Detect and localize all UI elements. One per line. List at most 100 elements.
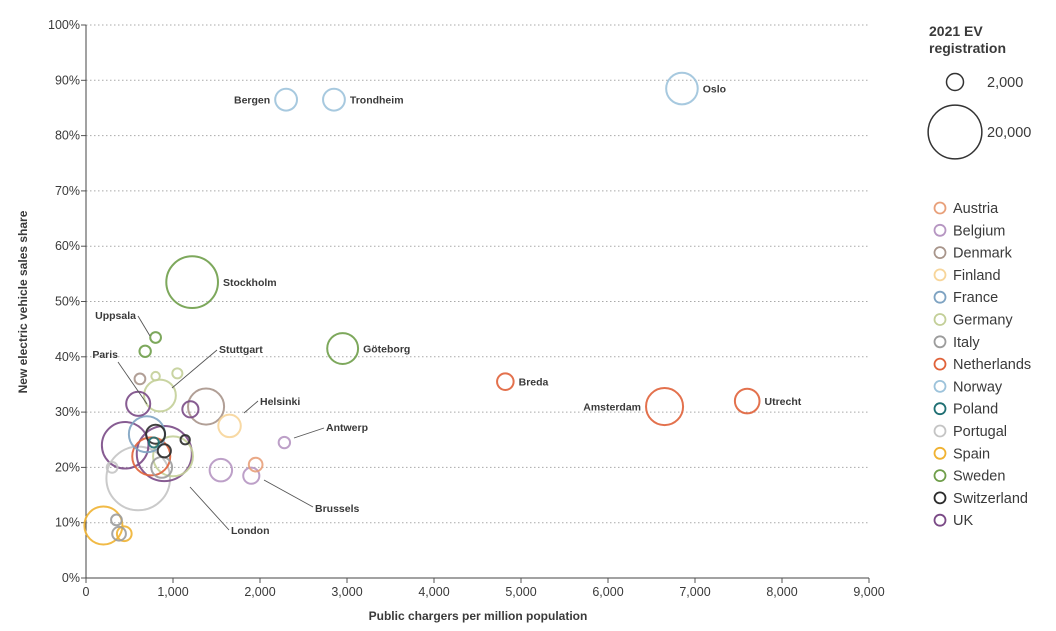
bubble-denmark-city-2 (133, 372, 147, 386)
bubble-stockholm (165, 255, 219, 309)
x-tick-label: 7,000 (679, 585, 710, 599)
bubble-austria-city (247, 456, 264, 473)
y-tick-label: 50% (55, 295, 80, 309)
size-legend: 2,000 20,000 (927, 72, 1031, 160)
bubble-switzerland-city-1 (145, 423, 167, 445)
leader-helsinki (243, 400, 259, 414)
x-tick-label: 4,000 (418, 585, 449, 599)
city-label-antwerp: Antwerp (326, 422, 368, 434)
city-labels: Oslo Bergen Trondheim Stockholm Göteborg Bred… (92, 84, 801, 537)
x-tick-label: 9,000 (853, 585, 884, 599)
x-tick-label: 1,000 (157, 585, 188, 599)
x-tick-label: 2,000 (244, 585, 275, 599)
legend-label-sweden: Sweden (953, 469, 1005, 485)
size-legend-label: 20,000 (987, 125, 1031, 141)
legend-label-spain: Spain (953, 446, 990, 462)
x-tick-label: 6,000 (592, 585, 623, 599)
y-tick-label: 70% (55, 184, 80, 198)
legend-marker-finland (933, 268, 947, 282)
y-axis-title: New electric vehicle sales share (16, 210, 30, 393)
bubble-spain-city-1 (83, 505, 124, 546)
city-label-helsinki: Helsinki (260, 396, 300, 408)
city-label-brussels: Brussels (315, 503, 360, 515)
x-tick-label: 0 (83, 585, 90, 599)
city-label-paris: Paris (92, 349, 118, 361)
bubble-switzerland-city-3 (179, 434, 191, 446)
leader-stuttgart (171, 349, 218, 389)
legend-marker-sweden (933, 469, 947, 483)
leader-london (189, 486, 230, 531)
legend-marker-poland (933, 402, 947, 416)
city-label-london: London (231, 525, 269, 537)
city-label-breda: Breda (519, 377, 549, 389)
city-label-bergen: Bergen (234, 95, 270, 107)
legend: 2021 EV registration 2,000 20,000 Austria… (927, 23, 1031, 529)
leader-antwerp (293, 427, 325, 439)
bubble-bergen (274, 87, 299, 112)
size-legend-circle (927, 104, 983, 160)
legend-marker-norway (933, 379, 947, 393)
legend-label-france: France (953, 290, 998, 306)
legend-label-uk: UK (953, 513, 973, 529)
label-leaders (117, 315, 325, 531)
legend-marker-spain (933, 446, 947, 460)
legend-marker-france (933, 290, 947, 304)
city-label-trondheim: Trondheim (350, 95, 404, 107)
color-legend: Austria Belgium Denmark Finland France German… (933, 201, 1031, 529)
bubble-uk-city-2 (181, 400, 200, 419)
legend-label-netherlands: Netherlands (953, 357, 1031, 373)
leader-paris (117, 361, 148, 405)
bubble-italy-city-2 (111, 525, 127, 542)
city-label-stuttgart: Stuttgart (219, 344, 263, 356)
city-label-amsterdam: Amsterdam (583, 402, 641, 414)
bubble-stuttgart (143, 378, 177, 413)
y-tick-label: 10% (55, 516, 80, 530)
bubble-germany-city-3 (150, 370, 161, 382)
bubble-uk-city-3 (100, 421, 150, 470)
size-legend-title-line-1: 2021 EV (929, 23, 983, 39)
size-legend-label: 2,000 (987, 75, 1023, 91)
legend-label-belgium: Belgium (953, 223, 1005, 239)
legend-label-denmark: Denmark (953, 246, 1013, 262)
y-tick-label: 20% (55, 460, 80, 474)
bubble-breda (496, 372, 515, 391)
x-axis-title: Public chargers per million population (369, 609, 588, 623)
leader-uppsala (137, 315, 151, 337)
legend-label-austria: Austria (953, 201, 999, 217)
city-label-stockholm: Stockholm (223, 277, 277, 289)
legend-label-germany: Germany (953, 313, 1013, 329)
bubble-poland-city (147, 436, 160, 449)
legend-marker-switzerland (933, 491, 947, 505)
legend-label-switzerland: Switzerland (953, 491, 1028, 507)
bubble-italy-city-1 (110, 513, 123, 527)
bubbles (83, 71, 761, 546)
y-tick-label: 0% (62, 571, 80, 585)
bubble-sweden-city (138, 344, 152, 358)
legend-marker-uk (933, 513, 947, 527)
legend-marker-belgium (933, 223, 947, 237)
leader-brussels (263, 479, 314, 508)
legend-marker-germany (933, 313, 947, 326)
x-tick-label: 8,000 (766, 585, 797, 599)
legend-label-poland: Poland (953, 402, 998, 418)
x-tick-label: 3,000 (331, 585, 362, 599)
grid-lines (86, 24, 869, 524)
y-tick-label: 60% (55, 239, 80, 253)
y-tick-label: 90% (55, 73, 80, 87)
city-label-utrecht: Utrecht (765, 396, 802, 408)
legend-label-finland: Finland (953, 268, 1001, 284)
bubble-spain-city-2 (115, 525, 133, 543)
legend-label-portugal: Portugal (953, 424, 1007, 440)
bubble-trondheim (322, 87, 346, 112)
bubble-germany-city-2 (171, 367, 184, 380)
bubble-belgium-city-3 (208, 457, 234, 483)
size-legend-circle (945, 72, 965, 92)
city-label-uppsala: Uppsala (95, 310, 136, 322)
bubble-helsinki (217, 413, 242, 439)
y-tick-label: 100% (48, 18, 80, 32)
axes: 0% 10% 20% 30% 40% 50% 60% 70% 80% 90% 100% 0 1,000 2… (48, 18, 885, 599)
bubble-antwerp (277, 435, 292, 450)
y-tick-label: 80% (55, 129, 80, 143)
bubble-germany-city-4 (152, 435, 194, 478)
